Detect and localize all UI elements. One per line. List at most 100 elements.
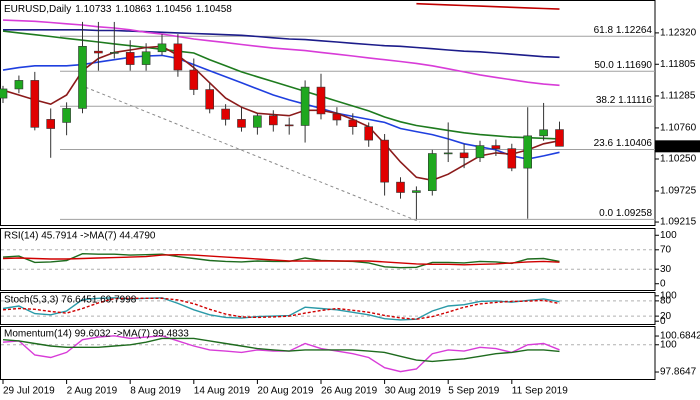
- candle-body: [237, 119, 246, 128]
- y-tick-label: 1.11805: [660, 59, 696, 70]
- candle-body: [427, 153, 437, 191]
- y-tick-label: 100: [660, 339, 677, 350]
- plot-area: [2, 252, 560, 269]
- indicator-line: [2, 297, 560, 320]
- candle-body: [173, 43, 183, 71]
- y-tick-label: 100: [660, 290, 677, 301]
- candle-body: [316, 86, 326, 115]
- panel-frame: [0, 326, 656, 380]
- y-tick-label: 20: [660, 311, 672, 322]
- candle-body: [284, 124, 294, 127]
- ma-line: [2, 54, 560, 160]
- indicator-title: Stoch(5,3,3) 76.6451 69.7998: [4, 295, 137, 306]
- y-tick-label: 0: [660, 316, 666, 327]
- candle-body: [268, 115, 278, 126]
- trend-line: [79, 84, 421, 223]
- candle-body: [62, 108, 71, 123]
- x-tick-label: 14 Aug 2019: [194, 386, 251, 397]
- x-tick-label: 29 Jul 2019: [3, 386, 55, 397]
- fib-label: 0.0 1.09258: [599, 208, 652, 219]
- y-tick-label: 100.6842: [660, 331, 700, 342]
- x-tick-label: 5 Sep 2019: [448, 386, 500, 397]
- candle-body: [157, 43, 167, 53]
- last-price-tag: [655, 140, 700, 153]
- candle-body: [443, 152, 453, 155]
- candle-body: [459, 152, 469, 159]
- last-price-label: 1.10458: [659, 141, 696, 152]
- plot-area: 61.8 1.12264 50.0 1.11690 38.2 1.11116 23.6…: [0, 2, 655, 220]
- ma-line: [2, 45, 560, 182]
- y-tick-label: 1.10250: [660, 154, 697, 165]
- candle-body: [78, 45, 87, 109]
- candle-body: [412, 190, 421, 193]
- y-tick-label: 1.09215: [660, 217, 697, 228]
- candle-body: [125, 52, 135, 65]
- x-tick-label: 26 Aug 2019: [321, 386, 378, 397]
- candle-body: [221, 108, 230, 120]
- y-tick-label: 30: [660, 264, 672, 275]
- y-tick-label: 97.8647: [660, 367, 697, 378]
- candle-body: [46, 119, 56, 129]
- candle-body: [30, 80, 40, 128]
- candle-body: [475, 145, 485, 159]
- ma-line: [2, 19, 560, 87]
- header-value: 1.10458: [196, 4, 233, 15]
- plot-area: [2, 297, 560, 321]
- candle-body: [364, 126, 374, 141]
- panel-frame: [0, 228, 656, 291]
- ma-line: [3, 29, 560, 59]
- candle-body: [14, 80, 24, 90]
- candle-body: [380, 139, 389, 183]
- x-tick-label: 11 Sep 2019: [512, 386, 568, 397]
- x-tick-label: 2 Aug 2019: [67, 386, 118, 397]
- candle-body: [189, 69, 199, 90]
- plot-area: [2, 335, 560, 373]
- candle-body: [205, 89, 214, 110]
- candle-body: [348, 119, 358, 128]
- y-tick-label: 70: [660, 244, 672, 255]
- y-tick-label: 1.11285: [660, 91, 696, 102]
- y-tick-label: 100: [660, 230, 677, 241]
- header-value: 1.10863: [115, 4, 152, 15]
- x-tick-label: 20 Aug 2019: [257, 386, 314, 397]
- panel-frame: [0, 292, 656, 325]
- candle-body: [555, 129, 564, 147]
- candle-body: [300, 86, 310, 126]
- header-value: 1.10456: [156, 4, 193, 15]
- candle-body: [507, 148, 517, 169]
- indicator-title: Momentum(14) 99.6032 ->MA(7) 99.4833: [4, 329, 189, 340]
- indicator-line: [2, 297, 560, 321]
- candle-body: [332, 113, 342, 121]
- x-tick-label: 30 Aug 2019: [385, 386, 442, 397]
- y-tick-label: 80: [660, 296, 672, 307]
- candle-body: [523, 135, 533, 169]
- candle-body: [253, 115, 262, 128]
- y-tick-label: 1.10760: [660, 123, 697, 134]
- candle-body: [110, 52, 119, 54]
- fib-label: 50.0 1.11690: [594, 60, 652, 71]
- candle-body: [539, 129, 548, 137]
- indicator-line: [2, 337, 560, 363]
- fib-label: 23.6 1.10406: [594, 138, 653, 149]
- indicator-line: [2, 253, 560, 266]
- x-tick-label: 8 Aug 2019: [130, 386, 181, 397]
- y-tick-label: 0: [660, 278, 666, 289]
- header-value: 1.10733: [75, 4, 112, 15]
- candle-body: [94, 50, 103, 54]
- fib-label: 61.8 1.12264: [594, 25, 653, 36]
- header-value: EURUSD,Daily: [4, 4, 71, 15]
- ma-line: [416, 2, 560, 10]
- indicator-title: RSI(14) 45.7914 ->MA(7) 44.4790: [4, 231, 156, 242]
- fib-label: 38.2 1.11116: [596, 95, 653, 106]
- chart-header: EURUSD,Daily 1.10733 1.10863 1.10456 1.10458: [4, 4, 232, 15]
- panel-frame: [0, 0, 656, 226]
- candle-body: [491, 145, 501, 149]
- ma-line: [2, 30, 560, 140]
- candle-body: [396, 181, 405, 193]
- indicator-line: [2, 252, 560, 269]
- candle-body: [0, 88, 8, 99]
- y-tick-label: 1.09725: [660, 186, 697, 197]
- y-tick-label: 1.12320: [660, 28, 697, 39]
